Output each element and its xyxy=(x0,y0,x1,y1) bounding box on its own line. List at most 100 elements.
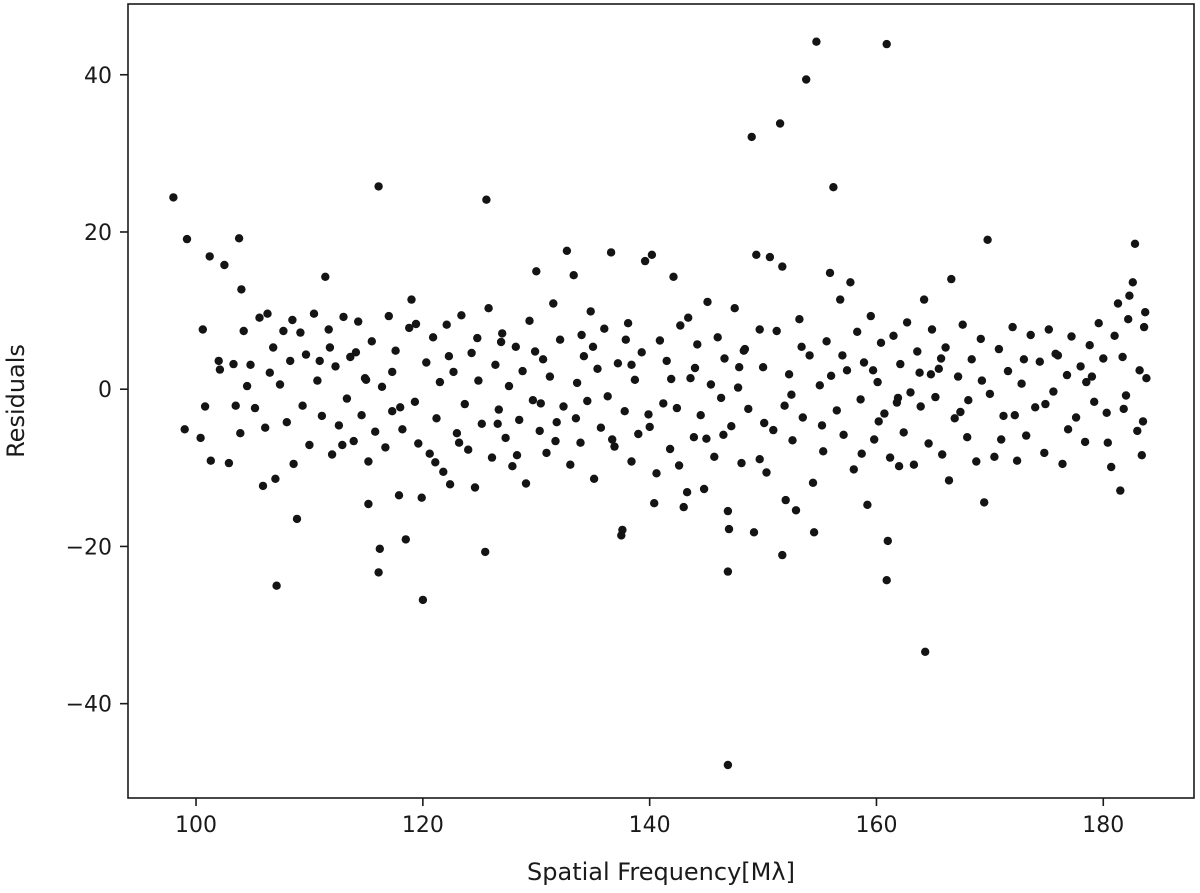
data-point xyxy=(727,422,736,431)
data-point xyxy=(686,374,695,383)
data-point xyxy=(826,371,836,380)
data-point xyxy=(349,436,358,446)
data-point xyxy=(1103,438,1113,447)
data-point xyxy=(482,195,491,204)
y-tick-label: 20 xyxy=(84,221,112,246)
data-point xyxy=(885,453,895,462)
data-point xyxy=(825,268,835,278)
data-point xyxy=(317,411,327,421)
data-point xyxy=(1080,437,1090,447)
data-point xyxy=(724,524,734,534)
data-point xyxy=(815,381,824,390)
data-point xyxy=(454,438,464,447)
data-point xyxy=(839,430,848,439)
data-point xyxy=(327,450,337,459)
data-point xyxy=(371,427,380,436)
data-point xyxy=(432,414,441,423)
data-point xyxy=(551,436,560,446)
data-point xyxy=(1125,291,1134,300)
data-point xyxy=(866,311,875,321)
data-point xyxy=(990,452,999,461)
data-point xyxy=(781,495,790,505)
data-point xyxy=(882,576,891,585)
data-point xyxy=(889,331,898,340)
data-point xyxy=(481,547,490,557)
data-point xyxy=(261,423,270,432)
data-point xyxy=(496,337,506,347)
data-point xyxy=(693,340,702,349)
data-point xyxy=(231,401,240,410)
data-point xyxy=(286,356,295,366)
data-point xyxy=(265,368,274,377)
data-point xyxy=(679,502,688,512)
data-point xyxy=(342,394,352,403)
data-point xyxy=(1087,372,1097,381)
data-point xyxy=(819,447,828,456)
data-point xyxy=(775,119,785,128)
data-point xyxy=(325,343,335,352)
data-point xyxy=(418,595,428,605)
data-point xyxy=(780,401,789,410)
data-point xyxy=(1012,456,1022,465)
data-point xyxy=(613,359,623,368)
data-point xyxy=(298,401,307,410)
data-point xyxy=(588,342,598,351)
data-point xyxy=(411,319,421,329)
data-point xyxy=(200,402,210,411)
data-point xyxy=(950,414,959,423)
data-point xyxy=(357,411,366,420)
data-point xyxy=(296,328,305,337)
data-point xyxy=(504,381,514,391)
data-point xyxy=(214,356,223,366)
data-point xyxy=(535,426,544,436)
data-point xyxy=(255,313,264,322)
data-point xyxy=(947,274,956,284)
data-point xyxy=(941,343,950,352)
data-point xyxy=(396,403,405,412)
data-point xyxy=(906,388,915,397)
data-point xyxy=(315,356,324,366)
data-point xyxy=(275,380,285,389)
data-point xyxy=(710,452,719,461)
data-point xyxy=(246,360,255,369)
data-point xyxy=(769,425,778,435)
data-point xyxy=(936,354,946,363)
data-point xyxy=(655,336,665,345)
data-point xyxy=(1071,413,1081,422)
data-point xyxy=(422,358,431,367)
data-point xyxy=(608,435,617,444)
data-point xyxy=(501,433,510,443)
data-point xyxy=(719,430,728,439)
data-point xyxy=(927,325,937,334)
data-point xyxy=(401,535,410,544)
data-point xyxy=(1090,397,1099,406)
data-point xyxy=(289,459,298,469)
data-point xyxy=(682,488,692,497)
data-point xyxy=(1017,379,1026,388)
data-point xyxy=(1139,322,1149,332)
data-point xyxy=(398,425,407,434)
data-point xyxy=(817,421,827,430)
data-point xyxy=(797,342,806,351)
data-point xyxy=(644,410,653,419)
data-point xyxy=(931,392,940,402)
data-point xyxy=(1099,354,1108,363)
data-points xyxy=(169,37,1151,770)
y-tick-label: 40 xyxy=(84,64,112,89)
x-tick-label: 160 xyxy=(855,813,897,838)
data-point xyxy=(863,500,872,509)
data-point xyxy=(846,278,855,287)
data-point xyxy=(652,469,661,478)
data-point xyxy=(1044,325,1054,334)
data-point xyxy=(791,506,801,515)
data-point xyxy=(593,364,602,373)
data-point xyxy=(1094,319,1103,328)
data-point xyxy=(880,409,889,418)
data-point xyxy=(1035,357,1045,366)
data-point xyxy=(600,324,609,333)
data-point xyxy=(842,366,852,375)
data-point xyxy=(354,317,363,326)
data-point xyxy=(470,483,480,492)
data-point xyxy=(425,449,434,458)
data-point xyxy=(572,378,582,388)
